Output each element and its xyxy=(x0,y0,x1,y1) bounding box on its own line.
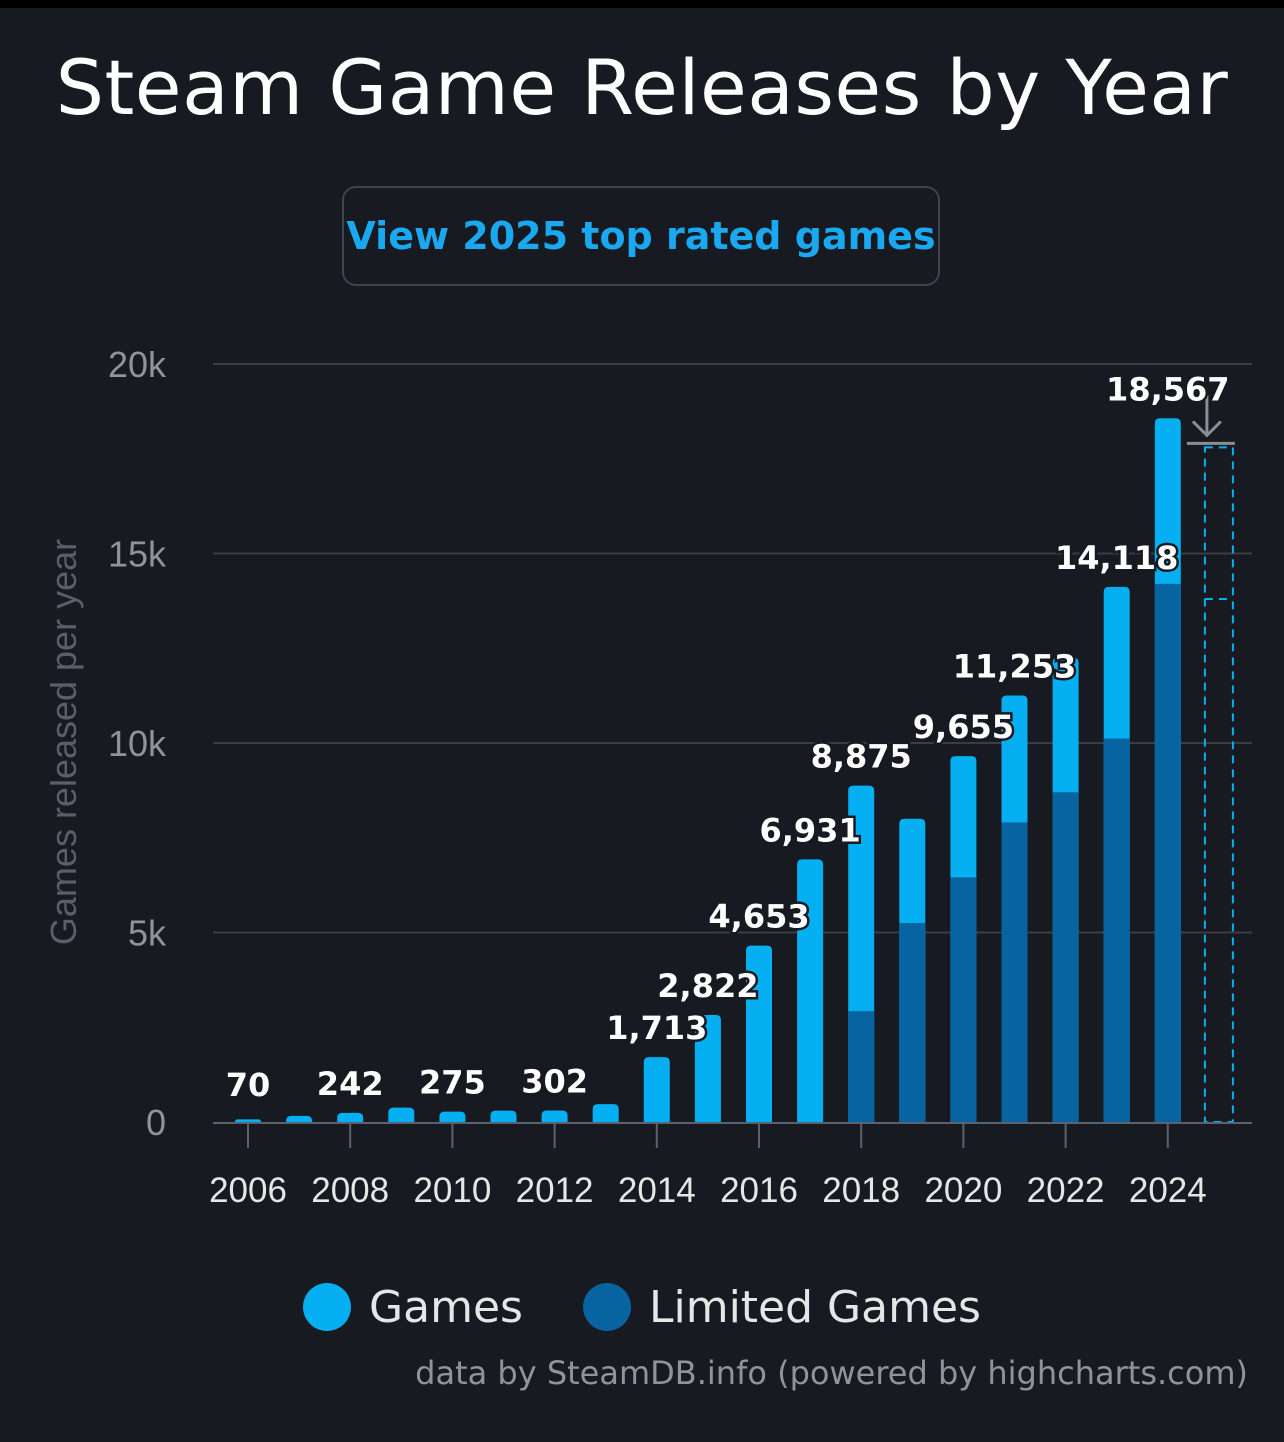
bar-games-2013 xyxy=(592,1104,619,1122)
view-top-rated-button[interactable]: View 2025 top rated games xyxy=(342,186,940,286)
projection-2025 xyxy=(1186,395,1235,1123)
bar-games-2008 xyxy=(337,1112,364,1122)
data-label: 8,875 xyxy=(811,738,912,776)
data-label: 14,118 xyxy=(1055,539,1178,577)
data-label: 1,713 xyxy=(606,1009,707,1047)
x-tick-label: 2018 xyxy=(822,1171,900,1210)
legend-label-games: Games xyxy=(369,1281,523,1333)
x-tick-label: 2014 xyxy=(618,1171,696,1210)
bar-games-2007 xyxy=(286,1115,313,1122)
bar-games-2011 xyxy=(490,1110,517,1122)
x-tick-label: 2024 xyxy=(1129,1171,1207,1210)
data-label: 275 xyxy=(419,1064,486,1102)
bar-games-2016 xyxy=(746,945,772,1122)
bar-games-2017 xyxy=(797,859,824,1122)
credits-link[interactable]: data by SteamDB.info (powered by highcha… xyxy=(415,1354,1248,1392)
grid-lines xyxy=(213,363,1252,934)
bar-games-2015 xyxy=(694,1015,721,1122)
y-axis-ticks: 0 5k 10k 15k 20k xyxy=(108,344,167,1143)
x-tick-label: 2008 xyxy=(311,1171,389,1210)
legend-label-limited: Limited Games xyxy=(648,1281,981,1333)
data-label: 242 xyxy=(317,1065,384,1103)
data-label: 9,655 xyxy=(913,708,1014,746)
bar-games-2009 xyxy=(388,1107,415,1122)
data-label: 11,253 xyxy=(953,648,1076,686)
y-tick-label: 15k xyxy=(108,534,167,575)
bar-chart: 0 5k 10k 15k 20k Games released per year 200… xyxy=(43,344,1252,1210)
bar-games-2012 xyxy=(541,1110,568,1122)
data-label: 302 xyxy=(521,1063,588,1101)
x-tick-label: 2006 xyxy=(209,1171,287,1210)
x-axis: 2006 2008 2010 2012 2014 2016 2018 2020 2022 2024 xyxy=(209,1122,1252,1210)
data-labels: 70 242 275 302 1,713 2,822 4,653 6,931 8,8759,65… xyxy=(223,368,1232,1107)
bar-games-2014 xyxy=(643,1057,670,1122)
x-tick-label: 2010 xyxy=(413,1171,491,1210)
projection-outline xyxy=(1203,446,1234,1123)
bar-limited-2019 xyxy=(899,923,926,1122)
y-axis-label: Games released per year xyxy=(43,539,84,945)
legend-dot-limited xyxy=(582,1283,631,1331)
bar-games-2010 xyxy=(439,1111,466,1122)
legend: Games Limited Games xyxy=(0,1272,1284,1342)
x-tick-label: 2016 xyxy=(720,1171,798,1210)
data-label: 4,653 xyxy=(708,898,809,936)
arrow-head-icon xyxy=(1191,420,1222,438)
y-tick-label: 5k xyxy=(128,913,167,954)
data-label: 6,931 xyxy=(759,811,860,849)
y-tick-label: 10k xyxy=(108,723,167,764)
bars[interactable] xyxy=(235,418,1181,1123)
data-label: 18,567 xyxy=(1106,370,1229,408)
legend-item-limited-games[interactable]: Limited Games xyxy=(582,1281,981,1333)
bar-limited-2024 xyxy=(1154,583,1181,1122)
chart-title: Steam Game Releases by Year xyxy=(55,43,1229,132)
y-tick-label: 20k xyxy=(108,344,167,385)
bar-limited-2020 xyxy=(950,877,977,1122)
y-tick-label: 0 xyxy=(146,1102,166,1143)
x-tick-label: 2020 xyxy=(924,1171,1002,1210)
x-tick-label: 2012 xyxy=(516,1171,594,1210)
bar-limited-2022 xyxy=(1052,792,1079,1122)
legend-item-games[interactable]: Games xyxy=(303,1282,523,1333)
data-label: 70 xyxy=(226,1066,271,1104)
bar-limited-2018 xyxy=(848,1011,875,1122)
bar-limited-2023 xyxy=(1103,738,1130,1122)
top-bar xyxy=(0,0,1284,8)
x-tick-label: 2022 xyxy=(1027,1171,1105,1210)
bar-limited-2021 xyxy=(1001,822,1028,1122)
data-label: 2,822 xyxy=(657,967,758,1005)
bar-games-2006 xyxy=(235,1119,261,1122)
legend-dot-games xyxy=(303,1283,352,1331)
